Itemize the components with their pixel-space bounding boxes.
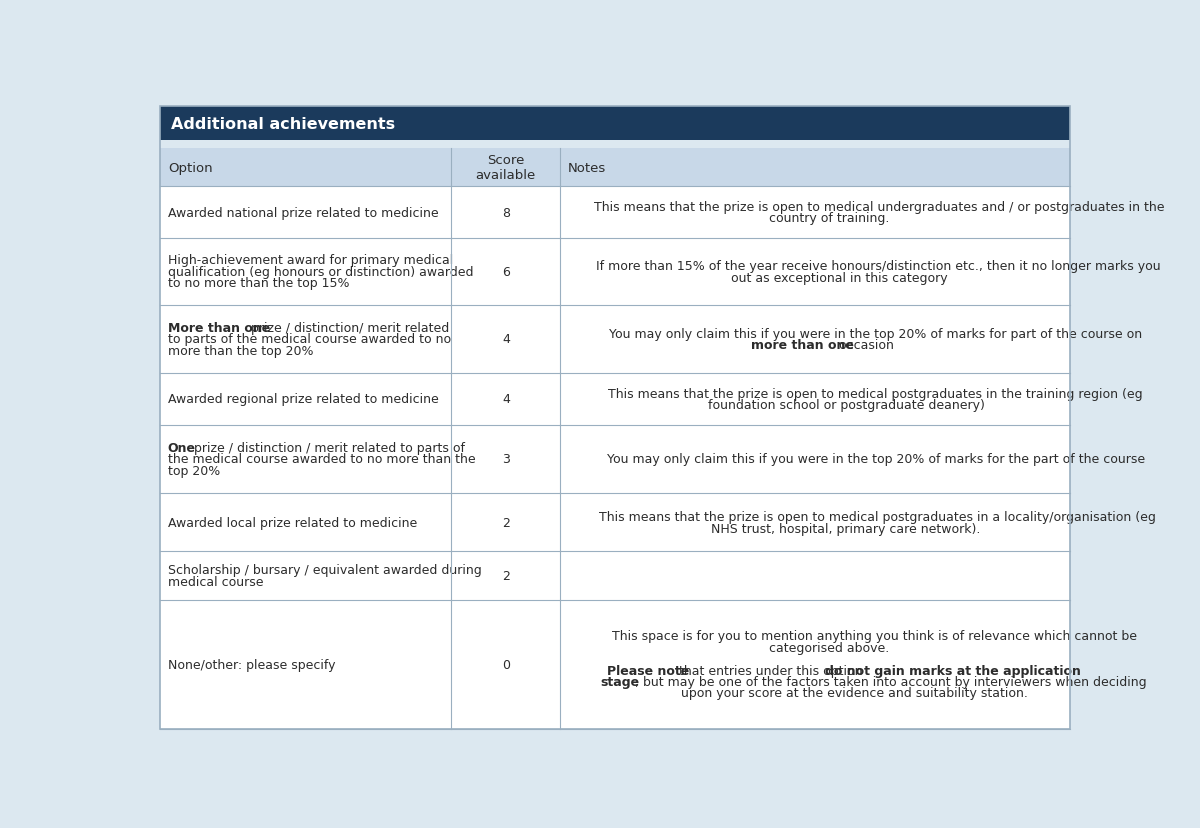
Text: This means that the prize is open to medical postgraduates in a locality/organis: This means that the prize is open to med… [599,511,1157,523]
Text: to no more than the top 15%: to no more than the top 15% [168,277,349,290]
Text: One: One [168,441,196,455]
Text: 8: 8 [502,206,510,219]
Text: occasion: occasion [830,339,894,352]
Text: Awarded local prize related to medicine: Awarded local prize related to medicine [168,516,418,529]
Text: foundation school or postgraduate deanery): foundation school or postgraduate deaner… [708,398,985,412]
Text: Awarded national prize related to medicine: Awarded national prize related to medici… [168,206,438,219]
Text: Score
available: Score available [475,154,536,182]
Bar [160,306,1070,373]
Text: that entries under this option: that entries under this option [671,664,870,676]
Text: prize / distinction/ merit related: prize / distinction/ merit related [247,321,449,335]
Bar [160,238,1070,306]
Text: stage: stage [600,676,640,688]
Text: qualification (eg honours or distinction) awarded: qualification (eg honours or distinction… [168,266,473,278]
Text: You may only claim this if you were in the top 20% of marks for the part of the : You may only claim this if you were in t… [607,453,1145,466]
Bar [160,107,1070,141]
Bar [160,493,1070,551]
Text: , but may be one of the factors taken into account by interviewers when deciding: , but may be one of the factors taken in… [630,676,1146,688]
Text: categorised above.: categorised above. [768,641,889,654]
Bar [160,373,1070,426]
Text: more than the top 20%: more than the top 20% [168,344,313,358]
Bar [160,148,1070,187]
Bar [160,600,1070,729]
Text: You may only claim this if you were in the top 20% of marks for part of the cour: You may only claim this if you were in t… [608,327,1141,340]
Text: 4: 4 [502,333,510,346]
Text: upon your score at the evidence and suitability station.: upon your score at the evidence and suit… [680,686,1027,700]
Bar [160,551,1070,600]
Bar [160,426,1070,493]
Text: 2: 2 [502,570,510,582]
Text: Please note: Please note [607,664,689,676]
Text: 0: 0 [502,658,510,672]
Text: If more than 15% of the year receive honours/distinction etc., then it no longer: If more than 15% of the year receive hon… [596,260,1160,272]
Text: More than one: More than one [168,321,270,335]
Text: prize / distinction / merit related to parts of: prize / distinction / merit related to p… [190,441,464,455]
Text: out as exceptional in this category: out as exceptional in this category [731,272,948,284]
Text: medical course: medical course [168,575,263,588]
Text: do not gain marks at the application: do not gain marks at the application [826,664,1081,676]
Text: the medical course awarded to no more than the: the medical course awarded to no more th… [168,453,475,466]
Text: This means that the prize is open to medical postgraduates in the training regio: This means that the prize is open to med… [608,388,1142,400]
Text: Option: Option [168,161,212,175]
Text: more than one: more than one [751,339,854,352]
Bar [160,187,1070,238]
Text: None/other: please specify: None/other: please specify [168,658,335,672]
Text: Scholarship / bursary / equivalent awarded during: Scholarship / bursary / equivalent award… [168,564,481,577]
Text: 6: 6 [502,266,510,278]
Text: 3: 3 [502,453,510,466]
Text: Awarded regional prize related to medicine: Awarded regional prize related to medici… [168,393,438,406]
Text: country of training.: country of training. [768,212,889,225]
Text: top 20%: top 20% [168,465,220,477]
Text: to parts of the medical course awarded to no: to parts of the medical course awarded t… [168,333,451,346]
Text: 4: 4 [502,393,510,406]
Text: NHS trust, hospital, primary care network).: NHS trust, hospital, primary care networ… [710,522,980,535]
Text: 2: 2 [502,516,510,529]
Text: Notes: Notes [568,161,606,175]
Text: This means that the prize is open to medical undergraduates and / or postgraduat: This means that the prize is open to med… [594,200,1164,214]
Text: This space is for you to mention anything you think is of relevance which cannot: This space is for you to mention anythin… [612,630,1136,643]
Text: High-achievement award for primary medical: High-achievement award for primary medic… [168,254,454,267]
Text: Additional achievements: Additional achievements [170,117,395,132]
